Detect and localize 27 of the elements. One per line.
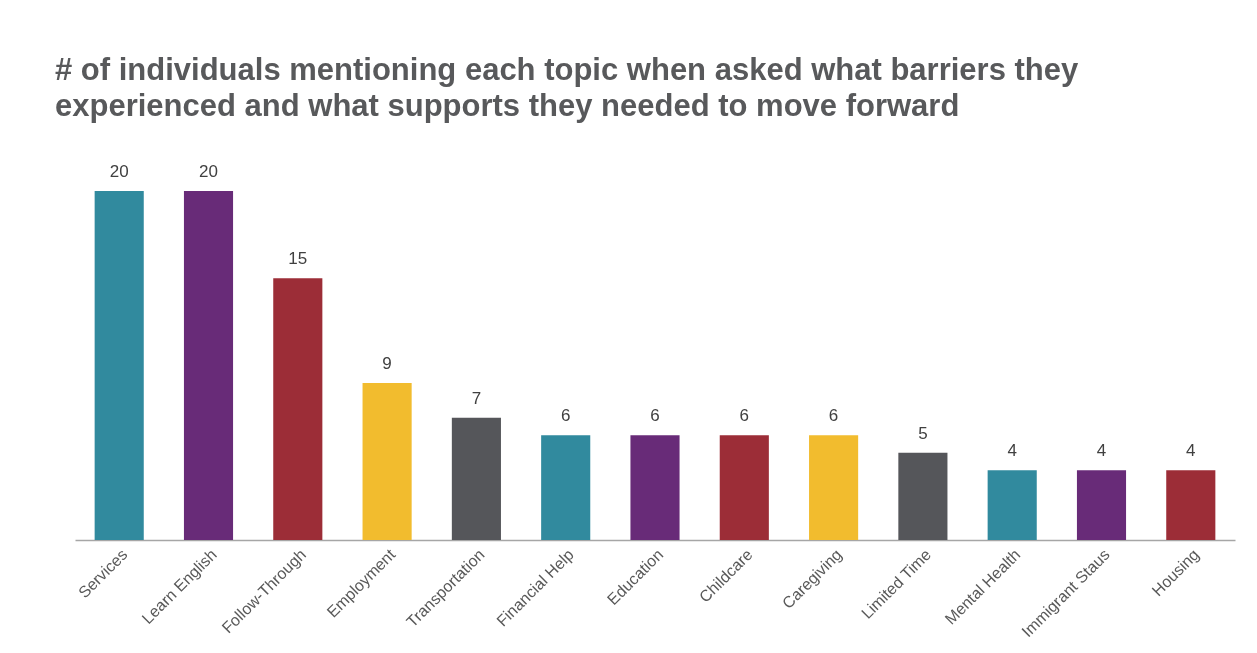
data-label: 4 [1186, 441, 1196, 461]
bar [630, 435, 680, 540]
data-label: 7 [471, 388, 482, 408]
data-label: 6 [739, 406, 750, 426]
data-label: 20 [109, 162, 129, 181]
bar [1076, 470, 1127, 540]
data-label: 6 [650, 406, 660, 426]
bar [273, 278, 323, 540]
data-label: 5 [918, 423, 928, 443]
bar [1166, 470, 1216, 540]
data-label: 9 [382, 353, 392, 373]
data-label: 6 [560, 406, 571, 426]
data-label: 4 [1007, 441, 1017, 461]
bar [719, 435, 769, 540]
bar [541, 435, 591, 540]
bar [362, 382, 412, 540]
bar [94, 191, 144, 540]
data-label: 4 [1096, 441, 1107, 461]
bar [451, 417, 501, 540]
chart-title: # of individuals mentioning each topic when asked what barriers they experienced and what supports they needed to move forward [55, 52, 1079, 123]
data-label: 20 [199, 162, 218, 181]
bar [183, 191, 234, 540]
bar [987, 470, 1037, 540]
data-label: 15 [288, 249, 308, 269]
bar [898, 452, 948, 540]
bar [809, 435, 859, 540]
data-label: 6 [828, 406, 839, 426]
